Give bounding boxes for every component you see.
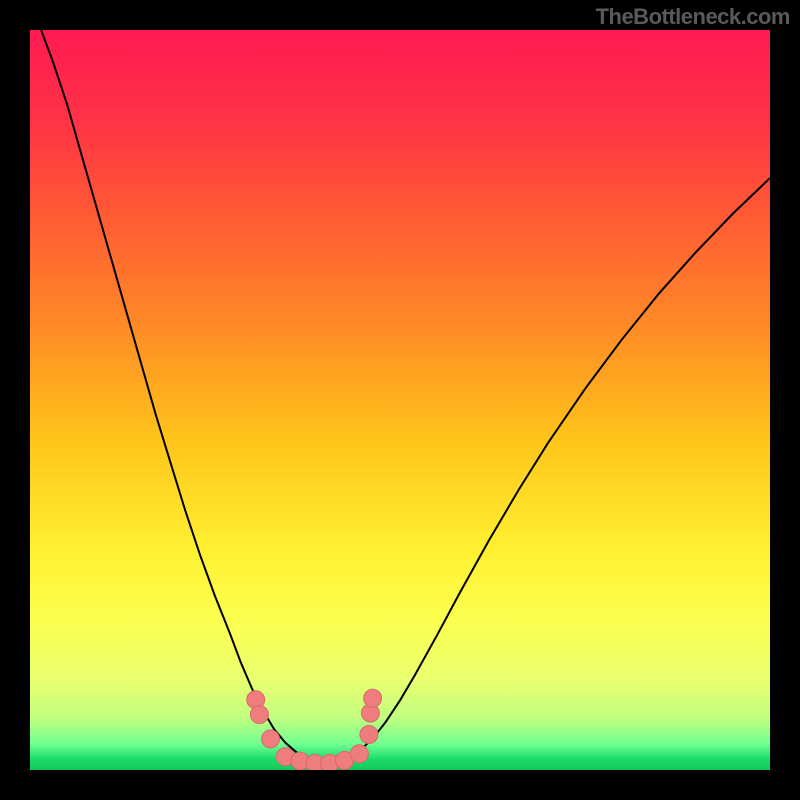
- data-marker: [350, 745, 368, 763]
- data-marker: [360, 725, 378, 743]
- chart-frame: TheBottleneck.com: [0, 0, 800, 800]
- data-marker: [250, 706, 268, 724]
- bottleneck-curve-plot: [30, 30, 770, 770]
- data-marker: [364, 689, 382, 707]
- data-marker: [262, 730, 280, 748]
- gradient-background: [30, 30, 770, 770]
- watermark-text: TheBottleneck.com: [596, 4, 790, 30]
